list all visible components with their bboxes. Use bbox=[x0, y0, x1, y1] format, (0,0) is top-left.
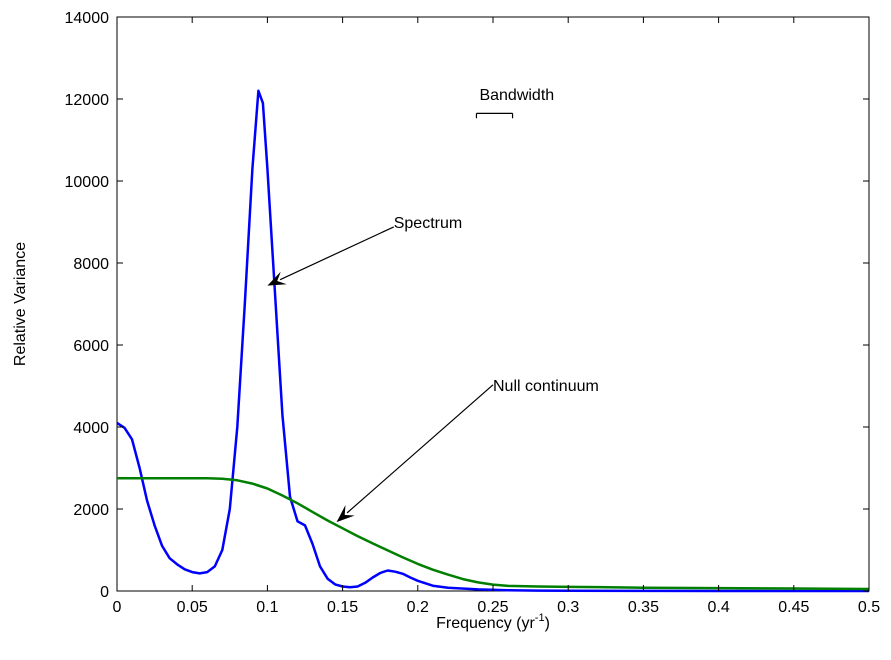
x-axis-label-close: ) bbox=[545, 615, 550, 632]
x-tick-label: 0.1 bbox=[256, 599, 278, 616]
x-axis-label-text: Frequency (yr bbox=[436, 615, 535, 632]
tick-layer: 0 0.05 0.1 0.15 0.2 0.25 0.3 0.35 0.4 0.45 0.5 0 200… bbox=[65, 10, 881, 616]
x-tick-label: 0.45 bbox=[778, 599, 809, 616]
y-tick-label: 8000 bbox=[73, 256, 109, 273]
y-tick-label: 10000 bbox=[65, 174, 110, 191]
arrow-head bbox=[267, 271, 287, 286]
y-tick-label: 0 bbox=[100, 584, 109, 601]
y-tick-label: 6000 bbox=[73, 338, 109, 355]
plot-area bbox=[116, 16, 870, 592]
x-tick-label: 0.05 bbox=[177, 599, 208, 616]
x-tick-label: 0 bbox=[113, 599, 122, 616]
y-axis-label: Relative Variance bbox=[12, 242, 29, 366]
x-tick-label: 0.4 bbox=[707, 599, 729, 616]
x-tick-label: 0.25 bbox=[477, 599, 508, 616]
annotation-text: Spectrum bbox=[394, 215, 462, 232]
x-tick-label: 0.5 bbox=[858, 599, 880, 616]
x-axis-label-superscript: -1 bbox=[535, 612, 545, 624]
x-tick-label: 0.2 bbox=[407, 599, 429, 616]
arrow-head bbox=[336, 505, 355, 523]
y-tick-label: 2000 bbox=[73, 502, 109, 519]
series-line-0 bbox=[116, 89, 869, 593]
y-tick-label: 4000 bbox=[73, 420, 109, 437]
x-tick-label: 0.3 bbox=[557, 599, 579, 616]
x-tick-label: 0.35 bbox=[628, 599, 659, 616]
arrow-line bbox=[346, 384, 494, 514]
x-tick-label: 0.15 bbox=[327, 599, 358, 616]
x-axis-label: Frequency (yr-1) bbox=[436, 612, 550, 632]
arrow-line bbox=[279, 226, 394, 281]
annotation-text: Bandwidth bbox=[479, 87, 554, 104]
annotation-layer: Bandwidth Spectrum Null continuum bbox=[267, 87, 599, 523]
y-tick-label: 14000 bbox=[65, 10, 110, 27]
annotation-text: Null continuum bbox=[493, 378, 599, 395]
y-tick-label: 12000 bbox=[65, 92, 110, 109]
